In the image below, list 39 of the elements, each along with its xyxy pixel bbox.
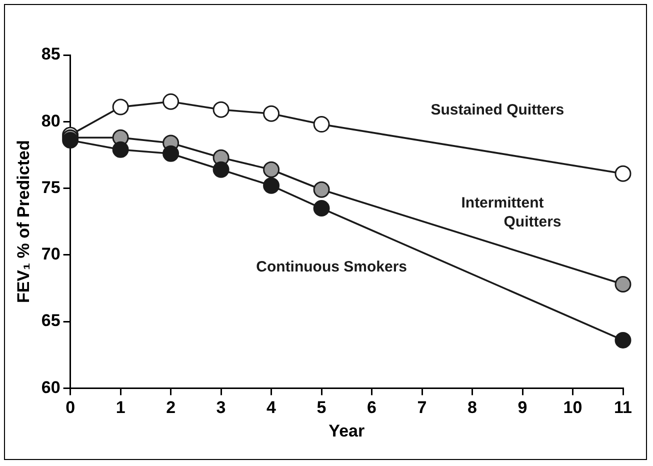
x-tick-label: 7 [417,398,427,418]
point [162,93,180,110]
point [263,177,280,194]
point [212,101,230,118]
y-tick-label: 75 [41,178,60,197]
y-tick-label: 80 [41,111,60,130]
point [212,161,230,178]
x-tick-label: 1 [116,398,126,418]
point [62,132,79,149]
point [162,145,180,162]
point [313,181,330,198]
point [263,105,280,122]
y-tick-label: 65 [41,311,60,330]
point [614,332,632,348]
point [614,165,632,182]
series-label: Intermittent Quitters [461,194,562,231]
x-tick-label: 5 [316,398,326,418]
series-label: Sustained Quitters [430,101,564,118]
x-tick-label: 2 [166,398,176,418]
x-tick-label: 9 [518,398,528,418]
point [313,200,330,217]
point [112,98,129,116]
x-tick-label: 6 [367,398,377,418]
x-tick-label: 4 [266,398,277,418]
x-tick-label: 8 [468,398,477,418]
x-tick-label: 11 [614,398,632,418]
y-tick-label: 60 [41,378,60,397]
x-tick-label: 3 [216,398,226,418]
point [263,161,280,178]
point [614,276,632,292]
x-axis-title: Year [328,421,365,440]
series-label: Continuous Smokers [256,258,408,276]
y-tick-label: 70 [41,244,60,264]
x-tick-label: 10 [563,398,582,418]
y-tick-label: 85 [41,44,60,64]
x-tick-label: 0 [66,398,76,418]
y-axis-title: FEV₁ % of Predicted [14,140,33,304]
point [112,141,129,158]
point [313,116,330,133]
